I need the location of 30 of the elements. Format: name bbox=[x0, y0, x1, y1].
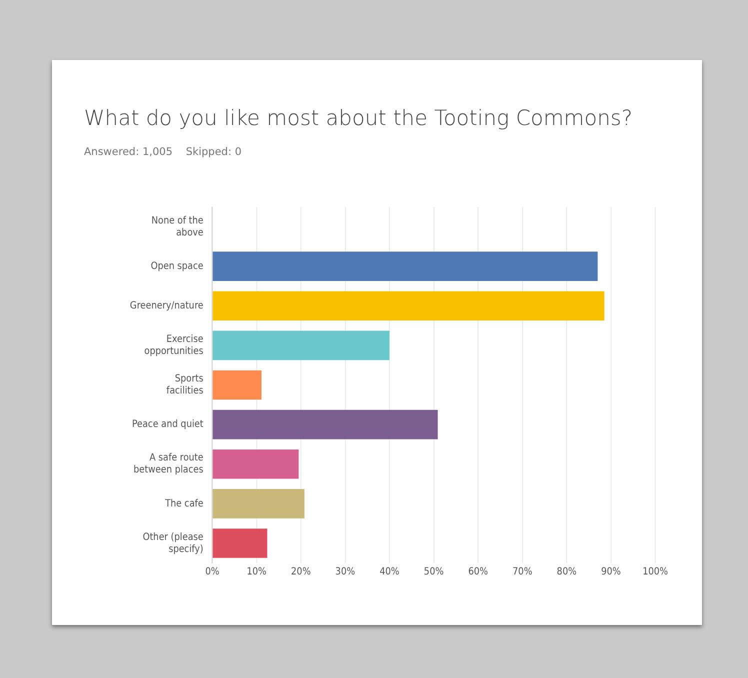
bar bbox=[212, 252, 598, 281]
bar bbox=[212, 449, 299, 479]
y-tick-label: Exercise opportunities bbox=[144, 334, 204, 358]
x-tick-label: 60% bbox=[468, 566, 488, 578]
y-tick-label: Open space bbox=[150, 260, 204, 272]
chart-subtitle: Answered: 1,005 Skipped: 0 bbox=[84, 146, 242, 158]
bar bbox=[212, 330, 390, 360]
y-tick-label: A safe route between places bbox=[134, 452, 204, 476]
bar bbox=[212, 291, 604, 321]
y-tick-label: Greenery/nature bbox=[130, 300, 204, 312]
bar bbox=[212, 489, 304, 518]
x-tick-label: 80% bbox=[556, 566, 577, 578]
chart-title: What do you like most about the Tooting Commons? bbox=[84, 106, 632, 130]
bar bbox=[212, 528, 268, 558]
bar bbox=[212, 370, 262, 400]
bar bbox=[212, 410, 438, 440]
x-tick-label: 30% bbox=[335, 566, 356, 578]
x-tick-label: 40% bbox=[380, 566, 400, 578]
y-tick-label: Other (please specify) bbox=[142, 531, 204, 555]
x-tick-label: 100% bbox=[642, 566, 668, 578]
x-tick-label: 70% bbox=[512, 566, 532, 578]
x-tick-label: 10% bbox=[246, 566, 266, 578]
y-tick-label: None of the above bbox=[151, 214, 204, 239]
x-tick-label: 0% bbox=[205, 566, 220, 578]
y-tick-label: The cafe bbox=[164, 498, 204, 510]
x-tick-label: 20% bbox=[291, 566, 311, 578]
y-tick-label: Peace and quiet bbox=[132, 418, 204, 430]
x-tick-label: 50% bbox=[424, 566, 444, 578]
x-tick-label: 90% bbox=[601, 566, 621, 578]
y-tick-label: Sports facilities bbox=[166, 373, 204, 397]
